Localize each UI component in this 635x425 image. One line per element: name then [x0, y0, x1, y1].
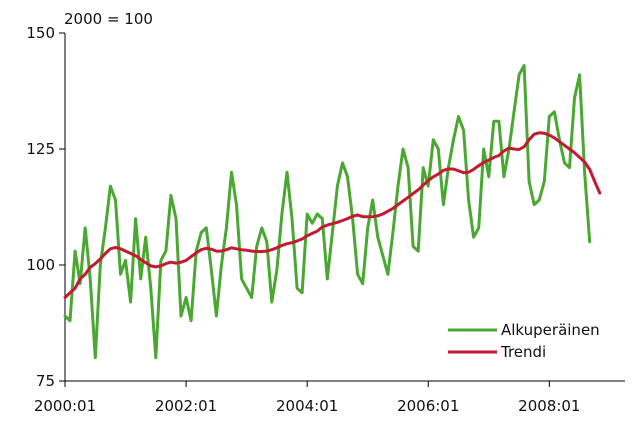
y-tick-label: 125 — [26, 140, 55, 158]
series-line-trendi — [63, 131, 602, 299]
legend: Alkuperäinen Trendi — [448, 321, 600, 361]
series-line-alkuperainen — [63, 64, 592, 360]
legend-label-trendi: Trendi — [500, 343, 546, 361]
x-tick-label: 2002:01 — [155, 397, 217, 415]
unit-label: 2000 = 100 — [64, 10, 153, 28]
x-tick-label: 2004:01 — [276, 397, 338, 415]
x-tick-label: 2006:01 — [397, 397, 459, 415]
y-tick-label: 75 — [36, 372, 55, 390]
series-layer — [63, 64, 602, 360]
x-tick-label: 2008:01 — [518, 397, 580, 415]
legend-label-alkuperainen: Alkuperäinen — [501, 321, 600, 339]
axes: 75 100 125 150 2000:01 2002:01 2004:01 2006:01 2… — [26, 24, 625, 415]
x-tick-label: 2000:01 — [34, 397, 96, 415]
y-tick-label: 100 — [26, 256, 55, 274]
y-tick-label: 150 — [26, 24, 55, 42]
